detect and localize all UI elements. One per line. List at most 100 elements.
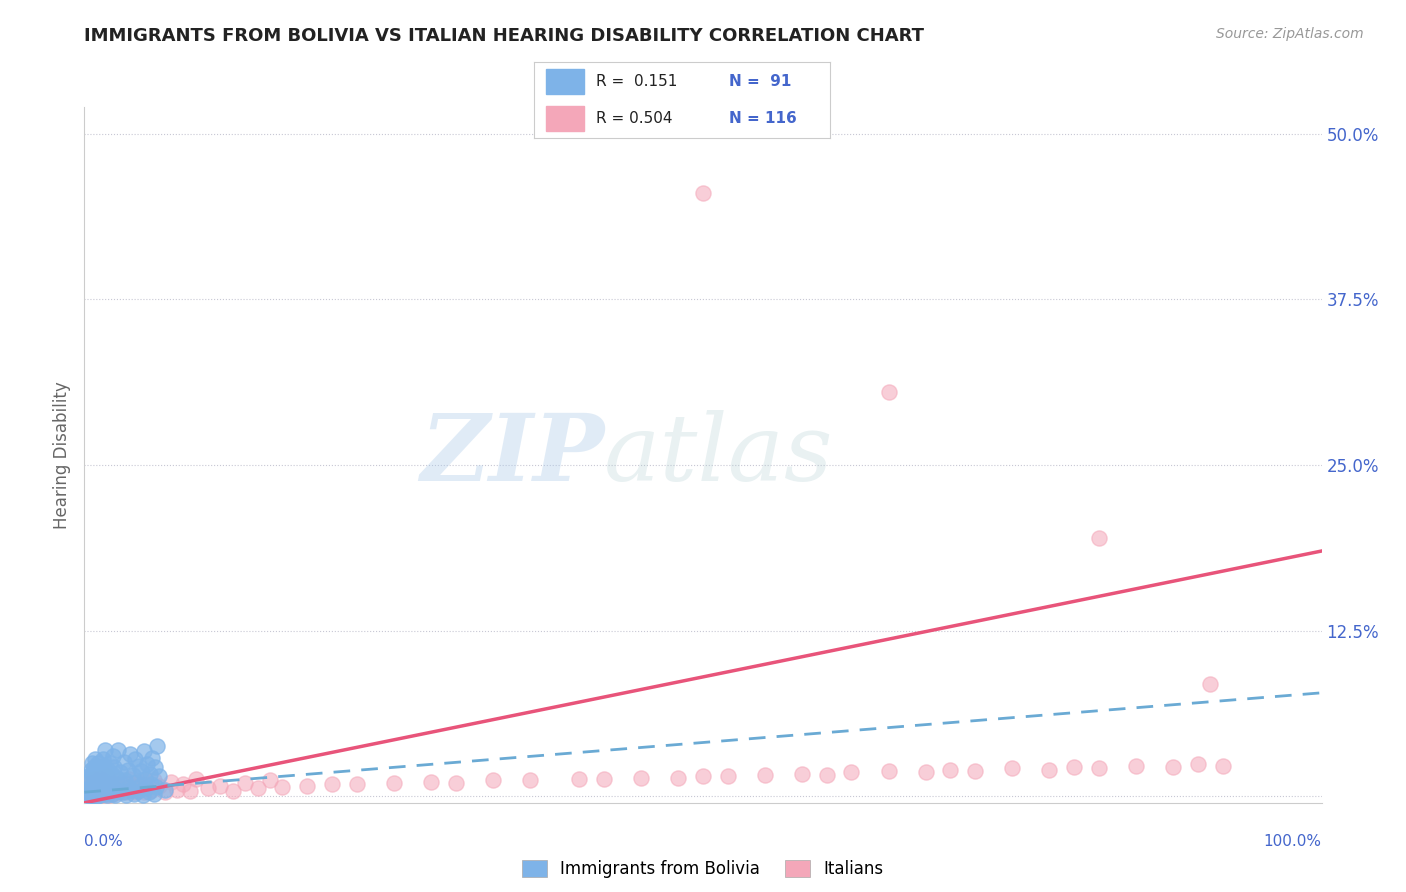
Point [124,752,146,766]
Point [153,782,176,797]
Point [107,785,129,799]
Point [77,769,100,783]
Point [82,765,104,780]
Point [93,785,115,799]
Point [141,782,163,797]
Point [122,787,145,801]
Point [82,781,104,796]
Point [125,784,148,798]
Point [841,765,863,780]
Point [1038,763,1060,777]
Point [1063,760,1085,774]
Point [321,777,343,791]
Point [96,769,118,783]
Point [877,764,900,778]
Point [1161,760,1184,774]
Point [79,773,101,788]
Point [754,768,776,782]
Text: 100.0%: 100.0% [1264,834,1322,849]
Point [112,777,135,791]
Point [1088,761,1111,775]
Point [717,769,740,783]
Point [118,772,141,786]
Point [138,784,160,798]
Point [914,765,936,780]
Point [84,771,107,785]
Point [120,747,142,761]
Point [87,785,110,799]
Point [142,787,165,801]
Point [86,781,108,796]
Point [98,782,121,797]
Point [107,777,129,791]
Point [110,777,132,791]
Point [1125,758,1147,772]
Point [125,774,148,789]
Bar [546,105,585,130]
Point [965,764,987,778]
Point [139,766,162,780]
Point [129,782,152,797]
Point [197,781,219,796]
Point [90,772,112,786]
Point [89,788,111,802]
Point [117,776,139,790]
Point [94,784,117,798]
Text: atlas: atlas [605,410,834,500]
Point [83,772,105,786]
Point [108,773,131,788]
Point [128,758,150,772]
Text: R = 0.504: R = 0.504 [596,111,673,126]
Point [76,782,98,797]
Point [110,782,132,797]
Point [80,774,103,789]
Point [142,773,165,788]
Point [84,785,107,799]
Point [89,787,111,801]
Point [100,766,122,780]
Point [90,777,112,791]
Point [98,785,121,799]
Point [93,787,115,801]
Point [148,779,170,793]
Point [80,785,103,799]
Bar [546,70,585,95]
Point [86,764,108,778]
Point [98,785,121,799]
Point [939,763,962,777]
Point [80,785,103,799]
Point [104,784,127,798]
Point [79,788,101,802]
Text: IMMIGRANTS FROM BOLIVIA VS ITALIAN HEARING DISABILITY CORRELATION CHART: IMMIGRANTS FROM BOLIVIA VS ITALIAN HEARI… [84,27,924,45]
Point [82,789,104,804]
Point [98,788,121,802]
Point [143,760,166,774]
Point [79,788,101,802]
Point [146,739,169,753]
Point [382,776,405,790]
Point [87,773,110,788]
Point [132,744,155,758]
Point [153,785,176,799]
Point [98,773,121,788]
Point [79,784,101,798]
Point [83,787,105,801]
Point [129,764,152,778]
Point [114,773,136,788]
Point [141,750,163,764]
Point [111,785,134,799]
Point [103,776,125,790]
Point [89,781,111,796]
Point [136,757,159,772]
Point [103,781,125,796]
Point [271,780,294,794]
Point [877,384,900,399]
Point [101,779,124,793]
Point [259,773,281,788]
Point [108,784,131,798]
Point [90,784,112,798]
Point [80,768,103,782]
Point [233,776,256,790]
Point [94,776,117,790]
Point [121,779,143,793]
